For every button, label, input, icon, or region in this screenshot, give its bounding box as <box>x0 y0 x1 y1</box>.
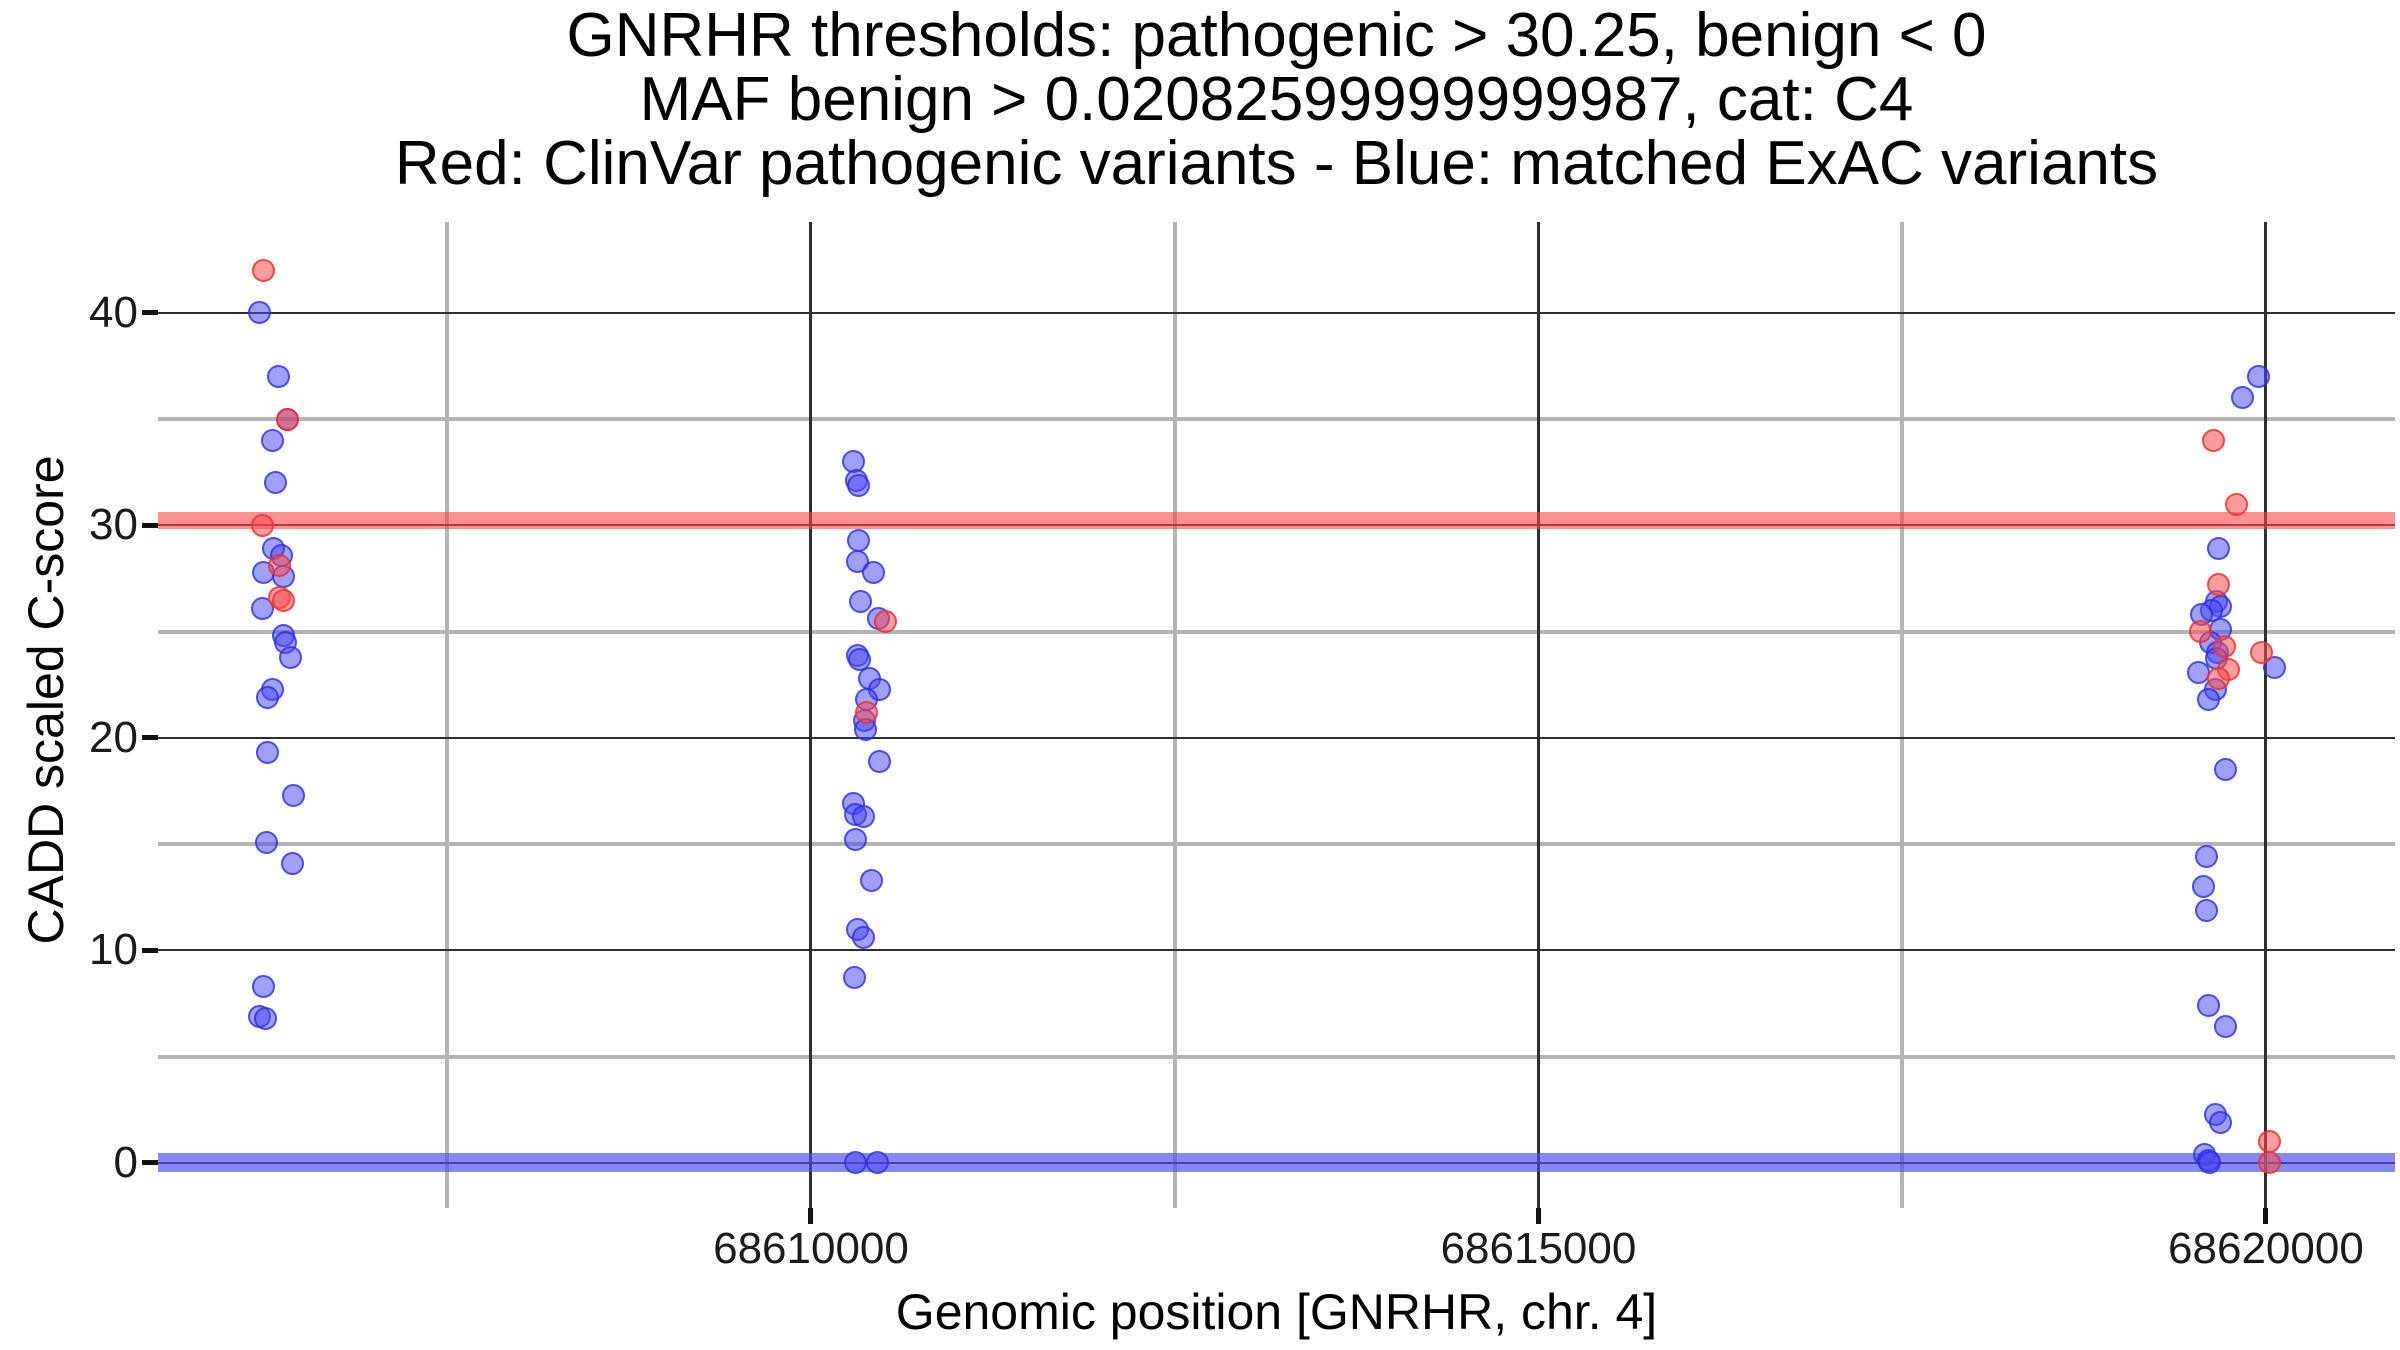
data-point-red <box>2206 666 2230 690</box>
y-tick-label: 20 <box>89 712 138 762</box>
data-point-red <box>272 589 296 613</box>
plot-title: GNRHR thresholds: pathogenic > 30.25, be… <box>158 4 2395 196</box>
data-point-blue <box>279 645 303 669</box>
data-point-red <box>2249 641 2273 665</box>
data-point-red <box>2212 635 2236 659</box>
data-point-blue <box>843 1151 867 1175</box>
x-tick-label: 68615000 <box>1440 1224 1637 1273</box>
data-point-blue <box>851 926 875 950</box>
y-tick-label: 30 <box>89 500 138 550</box>
data-point-red <box>267 554 291 578</box>
major-gridline-y <box>158 949 2395 952</box>
y-axis-tick <box>142 735 158 741</box>
y-axis-tick <box>142 1160 158 1166</box>
x-tick-label: 68620000 <box>2168 1224 2364 1273</box>
data-point-blue <box>2209 1111 2233 1135</box>
data-point-blue <box>266 365 290 389</box>
x-axis-tick <box>2263 1208 2269 1224</box>
data-point-blue <box>260 428 284 452</box>
x-axis-title: Genomic position [GNRHR, chr. 4] <box>895 1284 1658 1340</box>
plot-title-line-2: MAF benign > 0.02082599999999987, cat: C… <box>639 65 1914 134</box>
data-point-blue <box>848 590 872 614</box>
minor-gridline-x <box>1900 222 1905 1208</box>
data-point-blue <box>843 828 867 852</box>
data-point-blue <box>865 1151 889 1175</box>
minor-gridline-y <box>158 842 2395 847</box>
data-point-blue <box>847 528 871 552</box>
y-tick-label: 10 <box>89 925 138 975</box>
data-point-blue <box>256 686 280 710</box>
minor-gridline-y <box>158 1054 2395 1059</box>
data-point-blue <box>2230 386 2254 410</box>
minor-gridline-y <box>158 417 2395 422</box>
data-point-blue <box>2206 537 2230 561</box>
data-point-red <box>2257 1151 2281 1175</box>
x-axis-tick <box>1535 1208 1541 1224</box>
data-point-red <box>2224 492 2248 516</box>
y-axis-tick <box>142 947 158 953</box>
major-gridline-y <box>158 311 2395 314</box>
data-point-blue <box>281 783 305 807</box>
data-point-blue <box>847 647 871 671</box>
data-point-blue <box>867 749 891 773</box>
data-point-blue <box>2246 365 2270 389</box>
major-gridline-x <box>2264 222 2268 1208</box>
data-point-blue <box>255 830 279 854</box>
data-point-blue <box>254 1006 278 1030</box>
data-point-blue <box>256 741 280 765</box>
y-tick-label: 40 <box>89 287 138 337</box>
data-point-blue <box>2213 1015 2237 1039</box>
data-point-red <box>2201 428 2225 452</box>
data-point-blue <box>250 596 274 620</box>
data-point-red <box>2257 1130 2281 1154</box>
major-gridline-x <box>1536 222 1540 1208</box>
x-axis-tick <box>808 1208 814 1224</box>
data-point-blue <box>2196 994 2220 1018</box>
data-point-blue <box>280 851 304 875</box>
data-point-blue <box>2213 758 2237 782</box>
minor-gridline-x <box>1172 222 1177 1208</box>
plot-title-line-3: Red: ClinVar pathogenic variants - Blue:… <box>394 129 2159 198</box>
data-point-blue <box>2191 875 2215 899</box>
data-point-blue <box>861 560 885 584</box>
data-point-blue <box>851 805 875 829</box>
y-tick-label: 0 <box>113 1137 138 1187</box>
major-gridline-y <box>158 736 2395 739</box>
data-point-red <box>251 258 275 282</box>
y-axis-tick <box>142 522 158 528</box>
y-axis-title: CADD scaled C-score <box>18 455 74 945</box>
data-point-red <box>2206 573 2230 597</box>
data-point-red <box>854 700 878 724</box>
data-point-blue <box>264 471 288 495</box>
data-point-blue <box>842 965 866 989</box>
data-point-red <box>250 513 274 537</box>
data-point-blue <box>859 868 883 892</box>
benign-threshold-band <box>158 1153 2395 1173</box>
pathogenic-threshold-band <box>158 511 2395 529</box>
data-point-blue <box>2194 898 2218 922</box>
minor-gridline-y <box>158 629 2395 634</box>
major-gridline-x <box>809 222 813 1208</box>
data-point-red <box>873 609 897 633</box>
data-point-red <box>275 407 299 431</box>
x-tick-label: 68610000 <box>713 1224 909 1273</box>
minor-gridline-x <box>445 222 450 1208</box>
data-point-blue <box>2196 688 2220 712</box>
data-point-blue <box>2197 1151 2221 1175</box>
data-point-blue <box>2262 656 2286 680</box>
y-axis-tick <box>142 310 158 316</box>
data-point-blue <box>846 473 870 497</box>
data-point-red <box>2188 620 2212 644</box>
data-point-blue <box>2194 845 2218 869</box>
plot-title-line-1: GNRHR thresholds: pathogenic > 30.25, be… <box>566 1 1987 70</box>
data-point-blue <box>248 301 272 325</box>
data-point-blue <box>251 975 275 999</box>
